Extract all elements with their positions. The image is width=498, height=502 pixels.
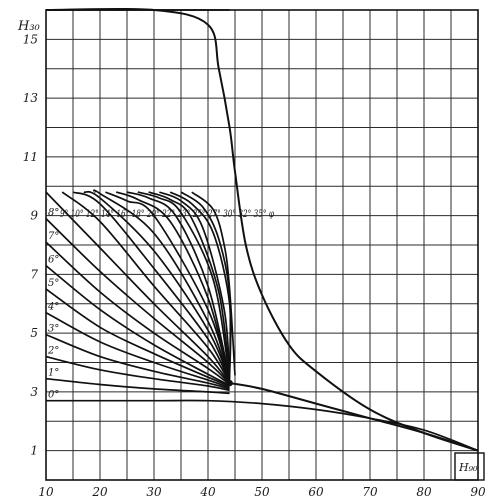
- series-line: [93, 189, 231, 381]
- series-line: [45, 241, 231, 386]
- x-tick-labels: 10 20 30 40 50 60 70 80 90: [38, 485, 486, 499]
- y-axis-label: H₃₀: [17, 19, 41, 34]
- y-tick-label: 15: [23, 32, 38, 46]
- x-tick-label: 30: [146, 485, 162, 499]
- series-line: [45, 333, 230, 390]
- x-tick-label: 80: [416, 485, 432, 499]
- curve-label: 4°: [47, 302, 59, 313]
- curve-label: 6°: [48, 255, 59, 266]
- convergence-point: [226, 379, 233, 387]
- envelope-curve-upper: [45, 7, 479, 452]
- series-line: [45, 311, 230, 389]
- curve-label: 2°: [47, 346, 59, 357]
- series-line: [137, 191, 231, 379]
- y-tick-label: 13: [23, 91, 39, 105]
- grid: [45, 9, 479, 481]
- y-tick-label: 3: [30, 385, 38, 399]
- curve-labels: 0° 1° 2° 3° 4° 5° 6° 7° 8°: [47, 208, 59, 401]
- curve-label: 8°: [48, 208, 59, 219]
- curve-label: 1°: [48, 368, 59, 379]
- series-line: [159, 191, 231, 378]
- series-line: [180, 191, 232, 377]
- x-tick-label: 60: [308, 485, 324, 499]
- curves: [45, 7, 479, 452]
- series-line: [148, 191, 231, 378]
- y-tick-label: 7: [30, 267, 38, 281]
- series-line: [126, 191, 231, 380]
- series-line: [45, 217, 231, 385]
- x-tick-label: 20: [91, 485, 108, 499]
- corner-annotation: H₉₀: [458, 461, 478, 474]
- envelope-curve-lower: [229, 382, 479, 452]
- series-line: [45, 191, 231, 384]
- plot-frame: [45, 9, 479, 481]
- y-tick-label: 5: [30, 326, 38, 340]
- y-tick-label: 1: [30, 444, 38, 458]
- y-tick-label: 9: [30, 209, 38, 223]
- series-line: [191, 191, 236, 376]
- series-line: [115, 191, 231, 380]
- series-line: [45, 355, 230, 392]
- series-line: [45, 288, 230, 387]
- angle-labels-row: 9° 10° 12° 14° 16° 18° 20° 22° 23° 25° 2…: [60, 208, 274, 220]
- series-line: [45, 377, 230, 395]
- curve-label: 0°: [48, 390, 59, 401]
- series-line: [83, 190, 231, 382]
- y-tick-label: 11: [23, 150, 38, 164]
- x-tick-label: 10: [38, 485, 54, 499]
- series-line: [105, 191, 231, 381]
- curve-label: 5°: [48, 278, 59, 289]
- corner-box: [454, 452, 485, 481]
- series-line: [45, 264, 230, 387]
- curve-label: 7°: [48, 231, 59, 242]
- series-line: [61, 191, 231, 383]
- x-tick-label: 50: [254, 485, 270, 499]
- series-line: [72, 191, 231, 383]
- x-tick-label: 40: [199, 485, 216, 499]
- x-tick-label: 90: [470, 485, 486, 499]
- curve-label: 3°: [48, 324, 59, 335]
- x-tick-label: 70: [362, 485, 378, 499]
